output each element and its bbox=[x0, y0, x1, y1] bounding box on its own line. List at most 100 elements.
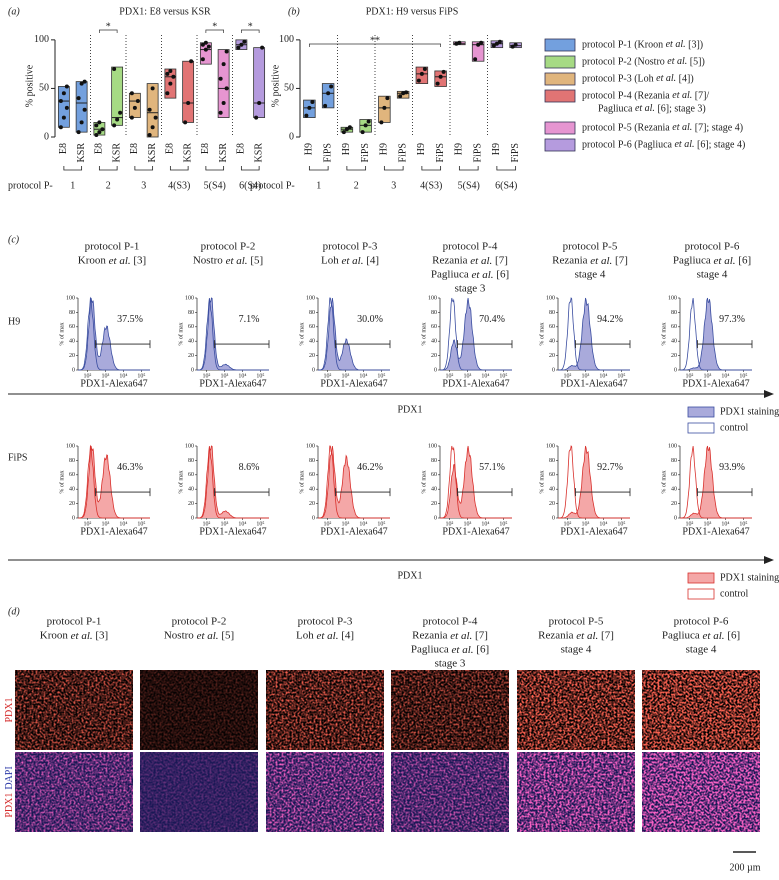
data-point bbox=[513, 42, 518, 47]
data-point bbox=[382, 105, 387, 110]
data-point bbox=[454, 41, 459, 46]
group-label: 2 bbox=[354, 180, 359, 191]
y-tick-label: 0 bbox=[191, 515, 194, 521]
control-histogram bbox=[197, 297, 269, 371]
italic-text: et al. bbox=[656, 73, 676, 84]
y-axis-label: % positive bbox=[24, 64, 35, 107]
microscopy-image bbox=[266, 752, 384, 832]
gate bbox=[214, 488, 270, 497]
x-tick-label: 10⁵ bbox=[377, 521, 385, 527]
data-point bbox=[129, 91, 134, 96]
data-point bbox=[344, 127, 349, 132]
y-axis-label: % of max bbox=[538, 470, 545, 493]
data-point bbox=[419, 71, 424, 76]
chart-title: PDX1: H9 versus FiPS bbox=[366, 6, 459, 17]
group-label: 2 bbox=[106, 180, 111, 191]
group-label: 4(S3) bbox=[168, 180, 190, 191]
column-header: Rezania et al. [7] bbox=[538, 630, 614, 642]
data-point bbox=[329, 84, 334, 89]
x-tick-label: 10⁴ bbox=[481, 373, 489, 379]
legend-label: protocol P-4 (Rezania et al. [7]/ bbox=[582, 90, 709, 101]
gate bbox=[457, 488, 513, 497]
data-point bbox=[224, 49, 229, 54]
microscopy-image bbox=[642, 670, 760, 750]
y-tick-label: 80 bbox=[309, 458, 315, 464]
column-header: Rezania et al. [7] bbox=[432, 255, 508, 267]
data-point bbox=[401, 91, 406, 96]
legend-label: control bbox=[720, 588, 749, 599]
percent-label: 94.2% bbox=[597, 314, 623, 325]
control-histogram bbox=[440, 297, 512, 371]
y-tick-label: 20 bbox=[671, 353, 677, 359]
y-tick-label: 20 bbox=[309, 501, 315, 507]
row-label: FiPS bbox=[8, 452, 27, 463]
legend-label: Pagliuca et al. [6]; stage 3) bbox=[598, 103, 706, 114]
scale-bar-label: 200 µm bbox=[729, 862, 760, 873]
y-tick-label: 20 bbox=[431, 501, 437, 507]
gate bbox=[457, 340, 513, 349]
data-point bbox=[82, 107, 87, 112]
x-tick-label: 10³ bbox=[464, 521, 472, 527]
category-label: H9 bbox=[491, 143, 502, 155]
row-label: PDX1 DAPI bbox=[4, 766, 15, 817]
x-tick-label: 10² bbox=[203, 373, 211, 379]
italic-text: et al. bbox=[197, 630, 219, 642]
data-point bbox=[61, 91, 66, 96]
data-point bbox=[64, 84, 69, 89]
group-label: 1 bbox=[70, 180, 75, 191]
data-point bbox=[404, 90, 409, 95]
italic-text: et al. bbox=[590, 255, 612, 267]
significance-label: ** bbox=[370, 35, 380, 46]
percent-label: 46.2% bbox=[357, 462, 383, 473]
y-tick-label: 0 bbox=[312, 367, 315, 373]
data-point bbox=[479, 40, 484, 45]
x-tick-label: 10⁵ bbox=[137, 373, 145, 379]
y-tick-label: 80 bbox=[549, 310, 555, 316]
y-tick-label: 20 bbox=[69, 501, 75, 507]
data-point bbox=[97, 120, 102, 125]
x-tick-label: 10² bbox=[564, 373, 572, 379]
column-header: stage 3 bbox=[435, 658, 466, 670]
legend-label: protocol P-2 (Nostro et al. [5]) bbox=[582, 56, 705, 67]
row-label: H9 bbox=[8, 316, 20, 327]
data-point bbox=[200, 42, 205, 47]
x-tick-label: 10⁵ bbox=[377, 373, 385, 379]
y-tick-label: 0 bbox=[434, 367, 437, 373]
data-point bbox=[307, 105, 312, 110]
y-tick-label: 20 bbox=[671, 501, 677, 507]
panel-label: (a) bbox=[8, 6, 20, 17]
gate bbox=[214, 340, 270, 349]
data-point bbox=[239, 42, 244, 47]
x-tick-label: 10² bbox=[446, 373, 454, 379]
italic-text: et al. bbox=[667, 56, 687, 67]
x-axis-label: PDX1-Alexa647 bbox=[682, 378, 749, 389]
y-axis-label: % of max bbox=[58, 470, 65, 493]
significance-bar bbox=[99, 29, 118, 33]
data-point bbox=[200, 57, 205, 62]
y-tick-label: 80 bbox=[69, 458, 75, 464]
x-tick-label: 10² bbox=[686, 373, 694, 379]
row-label: PDX1 bbox=[4, 697, 15, 722]
data-point bbox=[497, 39, 502, 44]
y-axis-label: % of max bbox=[660, 470, 667, 493]
data-point bbox=[82, 79, 87, 84]
data-point bbox=[171, 74, 176, 79]
gate bbox=[95, 340, 151, 349]
category-label: FiPS bbox=[322, 143, 333, 162]
x-tick-label: 10⁴ bbox=[721, 373, 729, 379]
y-tick-label: 0 bbox=[289, 131, 294, 142]
data-point bbox=[112, 123, 117, 128]
legend-swatch bbox=[544, 55, 576, 69]
group-label: 1 bbox=[316, 180, 321, 191]
column-header: protocol P-4 bbox=[423, 616, 478, 628]
gate bbox=[575, 340, 631, 349]
box bbox=[146, 83, 159, 138]
data-point bbox=[118, 110, 123, 115]
data-point bbox=[473, 57, 478, 62]
data-point bbox=[438, 74, 443, 79]
data-point bbox=[341, 130, 346, 135]
column-header: protocol P-6 bbox=[685, 241, 740, 253]
group-label: 3 bbox=[391, 180, 396, 191]
data-point bbox=[363, 123, 368, 128]
x-axis-label: PDX1-Alexa647 bbox=[560, 526, 627, 537]
